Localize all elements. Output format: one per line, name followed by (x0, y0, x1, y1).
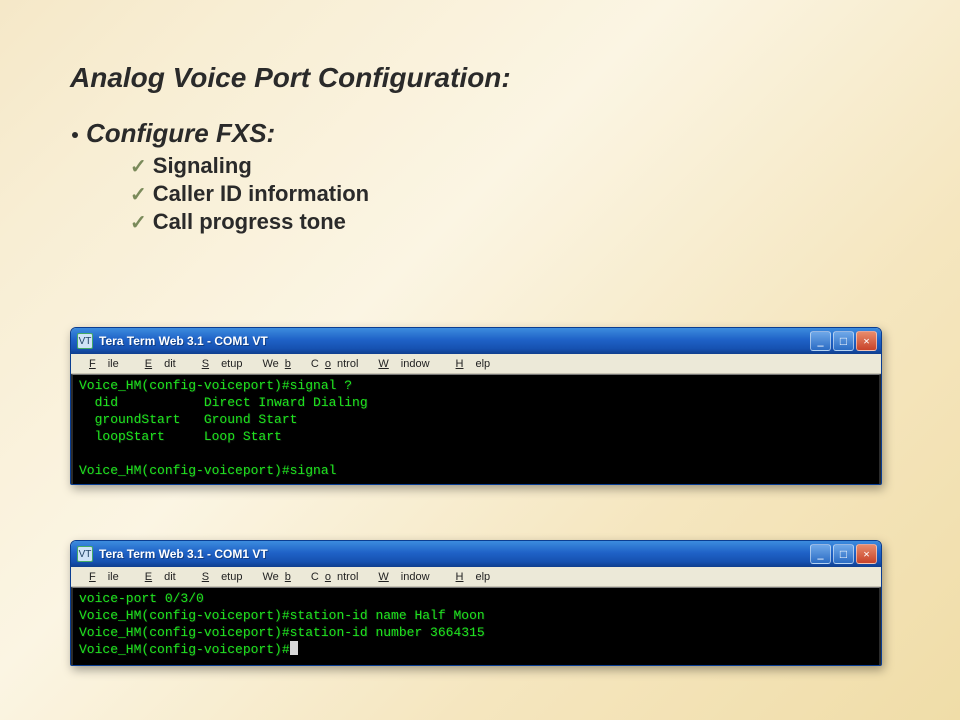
subitem-callerid: ✓ Caller ID information (130, 181, 890, 207)
subitem-label: Signaling (153, 153, 252, 179)
menubar: File Edit Setup Web Control Window Help (71, 567, 881, 587)
titlebar[interactable]: VT Tera Term Web 3.1 - COM1 VT _ □ × (71, 541, 881, 567)
menu-help[interactable]: Help (444, 570, 503, 584)
maximize-button[interactable]: □ (833, 544, 854, 564)
close-button[interactable]: × (856, 544, 877, 564)
subitem-label: Call progress tone (153, 209, 346, 235)
menu-edit[interactable]: Edit (133, 357, 188, 371)
menu-file[interactable]: File (77, 357, 131, 371)
app-icon: VT (77, 333, 93, 349)
maximize-button[interactable]: □ (833, 331, 854, 351)
menu-edit[interactable]: Edit (133, 570, 188, 584)
sublist: ✓ Signaling ✓ Caller ID information ✓ Ca… (130, 153, 890, 235)
titlebar-left: VT Tera Term Web 3.1 - COM1 VT (77, 546, 268, 562)
close-icon: × (863, 334, 870, 349)
bullet-dot-icon (72, 132, 78, 138)
close-icon: × (863, 547, 870, 562)
window-title: Tera Term Web 3.1 - COM1 VT (99, 334, 268, 348)
menu-control[interactable]: Control (305, 570, 364, 584)
minimize-button[interactable]: _ (810, 544, 831, 564)
terminal-window-1: VT Tera Term Web 3.1 - COM1 VT _ □ × Fil… (70, 327, 882, 485)
maximize-icon: □ (840, 547, 847, 562)
check-icon: ✓ (130, 154, 147, 179)
bullet-configure-fxs: Configure FXS: (70, 118, 890, 149)
subitem-label: Caller ID information (153, 181, 369, 207)
menu-help[interactable]: Help (444, 357, 503, 371)
menu-web[interactable]: Web (256, 570, 302, 584)
menu-window[interactable]: Window (366, 357, 441, 371)
titlebar[interactable]: VT Tera Term Web 3.1 - COM1 VT _ □ × (71, 328, 881, 354)
subitem-signaling: ✓ Signaling (130, 153, 890, 179)
terminal-output[interactable]: Voice_HM(config-voiceport)#signal ? did … (71, 374, 881, 484)
slide: Analog Voice Port Configuration: Configu… (0, 0, 960, 235)
menu-setup[interactable]: Setup (190, 570, 255, 584)
menu-file-rest: ile (102, 357, 125, 371)
maximize-icon: □ (840, 334, 847, 349)
window-title: Tera Term Web 3.1 - COM1 VT (99, 547, 268, 561)
cursor (290, 641, 298, 655)
bullet-label: Configure FXS: (86, 118, 275, 149)
minimize-icon: _ (818, 547, 824, 562)
subitem-call-progress-tone: ✓ Call progress tone (130, 209, 890, 235)
page-title: Analog Voice Port Configuration: (70, 62, 890, 94)
terminal-window-2: VT Tera Term Web 3.1 - COM1 VT _ □ × Fil… (70, 540, 882, 666)
menu-control[interactable]: Control (305, 357, 364, 371)
terminal-output[interactable]: voice-port 0/3/0 Voice_HM(config-voicepo… (71, 587, 881, 665)
menu-web[interactable]: Web (256, 357, 302, 371)
minimize-icon: _ (818, 334, 824, 349)
check-icon: ✓ (130, 182, 147, 207)
menubar: File Edit Setup Web Control Window Help (71, 354, 881, 374)
app-icon: VT (77, 546, 93, 562)
menu-file[interactable]: File (77, 570, 131, 584)
menu-window[interactable]: Window (366, 570, 441, 584)
window-buttons: _ □ × (810, 544, 877, 564)
minimize-button[interactable]: _ (810, 331, 831, 351)
window-buttons: _ □ × (810, 331, 877, 351)
check-icon: ✓ (130, 210, 147, 235)
titlebar-left: VT Tera Term Web 3.1 - COM1 VT (77, 333, 268, 349)
close-button[interactable]: × (856, 331, 877, 351)
menu-setup[interactable]: Setup (190, 357, 255, 371)
